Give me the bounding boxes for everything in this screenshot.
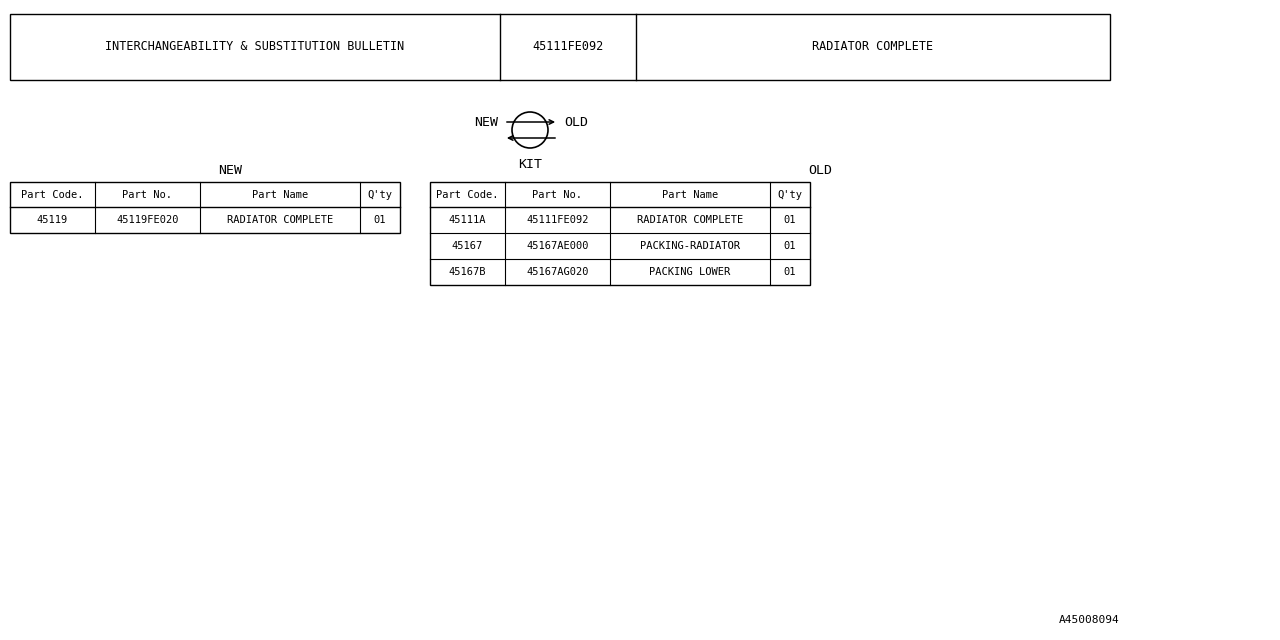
Bar	[10, 182, 399, 233]
Bar	[10, 14, 1110, 80]
Text: Part No.: Part No.	[532, 189, 582, 200]
Text: PACKING-RADIATOR: PACKING-RADIATOR	[640, 241, 740, 251]
Text: 01: 01	[783, 267, 796, 277]
Text: 45111FE092: 45111FE092	[526, 215, 589, 225]
Text: 01: 01	[783, 215, 796, 225]
Text: Part Name: Part Name	[662, 189, 718, 200]
Text: 45111A: 45111A	[449, 215, 486, 225]
Text: Part Code.: Part Code.	[436, 189, 499, 200]
Text: KIT: KIT	[518, 159, 541, 172]
Text: 45111FE092: 45111FE092	[532, 40, 604, 54]
Text: RADIATOR COMPLETE: RADIATOR COMPLETE	[637, 215, 744, 225]
Text: 45119: 45119	[37, 215, 68, 225]
Text: RADIATOR COMPLETE: RADIATOR COMPLETE	[227, 215, 333, 225]
Text: RADIATOR COMPLETE: RADIATOR COMPLETE	[813, 40, 933, 54]
Text: 45167AE000: 45167AE000	[526, 241, 589, 251]
Text: 01: 01	[783, 241, 796, 251]
Text: Q'ty: Q'ty	[777, 189, 803, 200]
Text: OLD: OLD	[808, 163, 832, 177]
Text: Part No.: Part No.	[123, 189, 173, 200]
Text: NEW: NEW	[474, 115, 498, 129]
Text: A45008094: A45008094	[1060, 615, 1120, 625]
Text: 45119FE020: 45119FE020	[116, 215, 179, 225]
Text: 45167AG020: 45167AG020	[526, 267, 589, 277]
Text: 45167: 45167	[452, 241, 483, 251]
Bar	[430, 182, 810, 285]
Text: OLD: OLD	[564, 115, 588, 129]
Text: Part Name: Part Name	[252, 189, 308, 200]
Text: 01: 01	[374, 215, 387, 225]
Text: 45167B: 45167B	[449, 267, 486, 277]
Text: Part Code.: Part Code.	[22, 189, 83, 200]
Text: INTERCHANGEABILITY & SUBSTITUTION BULLETIN: INTERCHANGEABILITY & SUBSTITUTION BULLET…	[105, 40, 404, 54]
Text: Q'ty: Q'ty	[367, 189, 393, 200]
Text: NEW: NEW	[218, 163, 242, 177]
Text: PACKING LOWER: PACKING LOWER	[649, 267, 731, 277]
